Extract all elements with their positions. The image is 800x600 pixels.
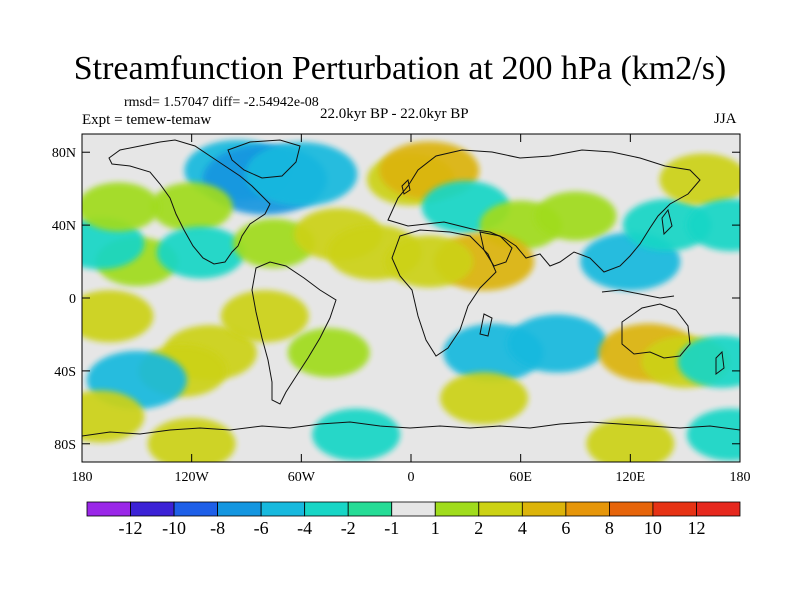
colorbar-label-2: -8 [210, 518, 225, 538]
colorbar-swatch-1 [130, 501, 175, 517]
anomaly-region-36 [312, 408, 401, 461]
y-tick-label-0: 80N [52, 146, 76, 161]
y-axis: 80N 40N 0 40S 80S [52, 146, 740, 453]
colorbar: -12 -10 -8 -6 -4 -2 -1 1 2 4 6 8 10 12 [86, 501, 741, 538]
coastline-australia [621, 303, 691, 359]
coastline-japan [661, 208, 673, 236]
colorbar-swatch-14 [696, 501, 741, 517]
colorbar-swatch-11 [565, 501, 610, 517]
colorbar-label-0: -12 [119, 518, 143, 538]
coastline-new-zealand [715, 350, 725, 375]
colorbar-label-12: 10 [644, 518, 662, 538]
x-tick-label-2: 60W [288, 470, 316, 485]
coastline-arabia [479, 231, 513, 267]
colorbar-swatch-13 [652, 501, 697, 517]
anomaly-region-37 [586, 417, 675, 462]
anomaly-region-15 [534, 191, 617, 241]
anomaly-region-29 [507, 314, 608, 373]
coastline-antarctica [82, 421, 740, 437]
anomaly-region-22 [82, 290, 154, 343]
colorbar-label-1: -10 [162, 518, 186, 538]
colorbar-label-3: -6 [254, 518, 269, 538]
y-tick-label-1: 40N [52, 219, 76, 234]
anomaly-region-6 [82, 182, 160, 232]
coastline-africa [391, 229, 497, 357]
colorbar-label-13: 12 [687, 518, 705, 538]
anomaly-region-7 [156, 226, 245, 279]
colorbar-label-7: 1 [431, 518, 440, 538]
season-label: JJA [714, 111, 737, 127]
x-tick-label-0: 180 [72, 470, 93, 485]
anomaly-contour-fill [82, 139, 740, 462]
anomaly-region-5 [150, 182, 233, 232]
anomaly-region-27 [287, 328, 370, 378]
colorbar-swatch-0 [86, 501, 131, 517]
colorbar-swatch-8 [434, 501, 480, 517]
x-tick-label-1: 120W [175, 470, 210, 485]
colorbar-swatch-6 [347, 501, 393, 517]
colorbar-swatch-12 [609, 501, 654, 517]
anomaly-region-17 [385, 235, 474, 288]
anomaly-region-33 [440, 372, 529, 425]
anomaly-region-38 [686, 408, 740, 461]
coastlines [82, 139, 740, 437]
colorbar-label-6: -1 [384, 518, 399, 538]
x-tick-label-6: 180 [730, 470, 751, 485]
colorbar-label-5: -2 [341, 518, 356, 538]
colorbar-swatch-4 [260, 501, 306, 517]
anomaly-region-19 [622, 199, 711, 252]
y-tick-label-3: 40S [54, 365, 76, 380]
coastline-madagascar [479, 313, 493, 337]
y-tick-label-4: 80S [54, 438, 76, 453]
experiment-label: Expt = temew-temaw [82, 112, 212, 128]
x-tick-label-3: 0 [408, 470, 415, 485]
colorbar-label-10: 6 [561, 518, 570, 538]
coastline-eurasia [387, 149, 701, 273]
colorbar-label-8: 2 [474, 518, 483, 538]
colorbar-swatch-2 [173, 501, 218, 517]
anomaly-region-32 [677, 335, 740, 388]
colorbar-swatch-5 [304, 501, 349, 517]
map-title: Streamfunction Perturbation at 200 hPa (… [73, 50, 727, 87]
x-axis: 180 120W 60W 0 60E 120E 180 [72, 134, 751, 485]
colorbar-swatch-10 [521, 501, 567, 517]
anomaly-region-20 [659, 153, 740, 206]
colorbar-swatch-7 [391, 501, 436, 517]
rmsd-diff-stats: rmsd= 1.57047 diff= -2.54942e-08 [124, 95, 319, 110]
period-label: 22.0kyr BP - 22.0kyr BP [320, 106, 469, 122]
colorbar-label-4: -4 [297, 518, 312, 538]
y-tick-label-2: 0 [69, 292, 76, 307]
coastline-south-america [251, 261, 337, 405]
colorbar-label-11: 8 [605, 518, 614, 538]
anomaly-region-34 [82, 390, 145, 443]
anomaly-region-26 [220, 290, 309, 343]
anomaly-region-21 [686, 199, 740, 252]
colorbar-label-9: 4 [518, 518, 527, 538]
coastline-british-isles [401, 178, 411, 195]
x-tick-label-5: 120E [616, 470, 646, 485]
anomaly-region-4 [245, 142, 358, 207]
x-tick-label-4: 60E [509, 470, 532, 485]
coastline-indonesia [601, 289, 675, 299]
colorbar-swatch-3 [217, 501, 262, 517]
colorbar-swatch-9 [478, 501, 523, 517]
coastline-north-america [108, 139, 271, 265]
coastline-greenland [227, 139, 301, 179]
